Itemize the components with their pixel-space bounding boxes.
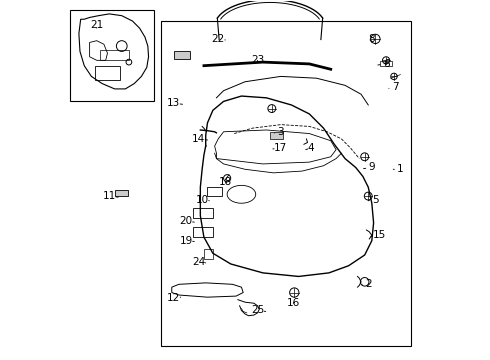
Text: 9: 9: [364, 162, 375, 172]
Text: 13: 13: [167, 98, 182, 108]
Text: 10: 10: [196, 195, 209, 204]
Text: 25: 25: [251, 305, 266, 315]
Text: 19: 19: [179, 236, 194, 246]
Text: 8: 8: [368, 34, 375, 44]
Bar: [380, 61, 392, 66]
Text: 15: 15: [371, 230, 386, 240]
Text: 4: 4: [306, 143, 315, 153]
Bar: [161, 21, 411, 346]
Text: 18: 18: [219, 177, 232, 187]
Bar: [173, 51, 190, 59]
Bar: [193, 227, 213, 237]
Bar: [100, 50, 129, 60]
Text: 5: 5: [368, 195, 379, 204]
Text: 24: 24: [192, 257, 206, 267]
Text: 14: 14: [192, 134, 207, 144]
Bar: [193, 207, 213, 217]
Bar: [207, 187, 222, 196]
Text: 2: 2: [362, 279, 371, 289]
Text: 17: 17: [273, 143, 287, 153]
Text: 11: 11: [102, 191, 118, 201]
Text: 3: 3: [274, 127, 284, 137]
Bar: [95, 66, 120, 80]
Bar: [204, 249, 213, 258]
Text: 22: 22: [212, 34, 225, 44]
Text: 12: 12: [167, 293, 181, 303]
Text: 6: 6: [378, 59, 390, 69]
Text: 20: 20: [179, 216, 194, 226]
Text: 1: 1: [393, 164, 404, 174]
Bar: [115, 190, 128, 196]
Text: 21: 21: [90, 19, 103, 30]
Text: 23: 23: [251, 55, 264, 65]
Text: 7: 7: [389, 82, 398, 92]
Bar: [270, 132, 283, 139]
Text: 16: 16: [287, 298, 300, 308]
Bar: [70, 10, 154, 102]
